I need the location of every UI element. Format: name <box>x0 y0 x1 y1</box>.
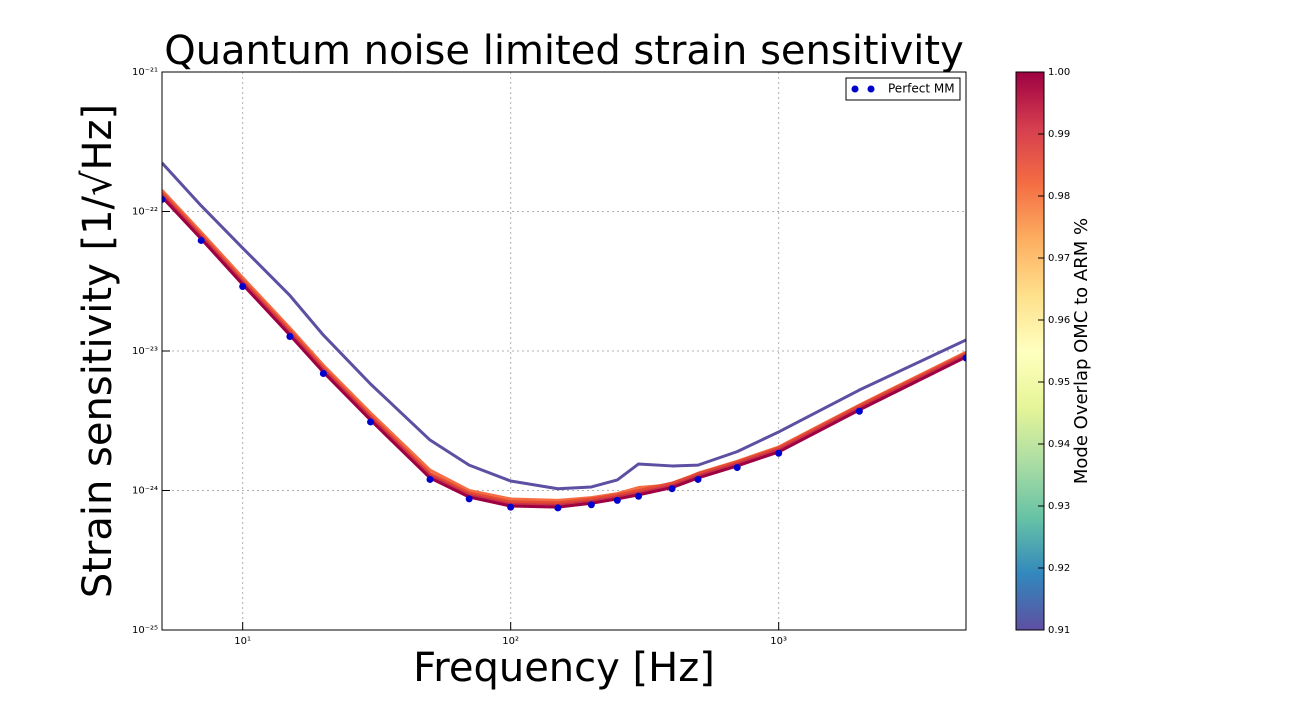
data-point <box>239 282 247 290</box>
y-axis-label: Strain sensitivity [1/√Hz] <box>75 104 121 598</box>
data-point <box>197 236 205 244</box>
y-tick-label: 10⁻²⁴ <box>132 486 158 497</box>
x-tick-label: 10¹ <box>234 636 251 647</box>
colorbar-tick-label: 0.91 <box>1048 625 1070 636</box>
plot-area <box>162 71 966 631</box>
series-group <box>162 161 966 512</box>
data-point <box>855 407 863 415</box>
data-point <box>668 485 676 493</box>
data-point <box>733 464 741 472</box>
y-tick-label: 10⁻²³ <box>132 346 158 357</box>
data-point <box>426 475 434 483</box>
colorbar-tick-label: 0.96 <box>1048 315 1070 326</box>
data-point <box>465 495 473 503</box>
x-tick-label: 10³ <box>770 636 787 647</box>
line <box>162 161 966 491</box>
data-point <box>507 503 515 511</box>
data-point <box>962 354 966 362</box>
line <box>162 191 966 505</box>
colorbar-tick-label: 0.98 <box>1048 191 1070 202</box>
colorbar-tick-label: 1.00 <box>1048 67 1070 78</box>
colorbar-tick-label: 0.94 <box>1048 439 1070 450</box>
data-point <box>587 501 595 509</box>
data-point <box>694 475 702 483</box>
x-axis-label: Frequency [Hz] <box>413 645 715 691</box>
chart-title: Quantum noise limited strain sensitivity <box>164 28 964 74</box>
colorbar-tick-label: 0.93 <box>1048 501 1070 512</box>
colorbar-tick-label: 0.92 <box>1048 563 1070 574</box>
line <box>162 194 966 507</box>
data-point <box>286 333 294 341</box>
colorbar-tick-label: 0.95 <box>1048 377 1070 388</box>
colorbar <box>1015 71 1045 631</box>
line <box>162 189 966 502</box>
y-tick-label: 10⁻²⁵ <box>132 625 158 636</box>
data-point <box>635 492 643 500</box>
legend-box <box>845 77 961 101</box>
data-point <box>162 195 166 203</box>
legend-label: Perfect MM <box>888 82 955 96</box>
colorbar-tick-label: 0.97 <box>1048 253 1070 264</box>
y-tick-label: 10⁻²² <box>132 207 158 218</box>
data-point <box>554 504 562 512</box>
data-point <box>775 449 783 457</box>
data-point <box>319 369 327 377</box>
data-point <box>367 418 375 426</box>
colorbar-label: Mode Overlap OMC to ARM % <box>1071 218 1092 484</box>
y-tick-label: 10⁻²¹ <box>132 67 158 78</box>
line <box>162 195 966 509</box>
legend-marker <box>867 85 875 93</box>
x-tick-label: 10² <box>502 636 519 647</box>
data-point <box>613 496 621 504</box>
legend-marker <box>851 85 859 93</box>
colorbar-tick-label: 0.99 <box>1048 129 1070 140</box>
